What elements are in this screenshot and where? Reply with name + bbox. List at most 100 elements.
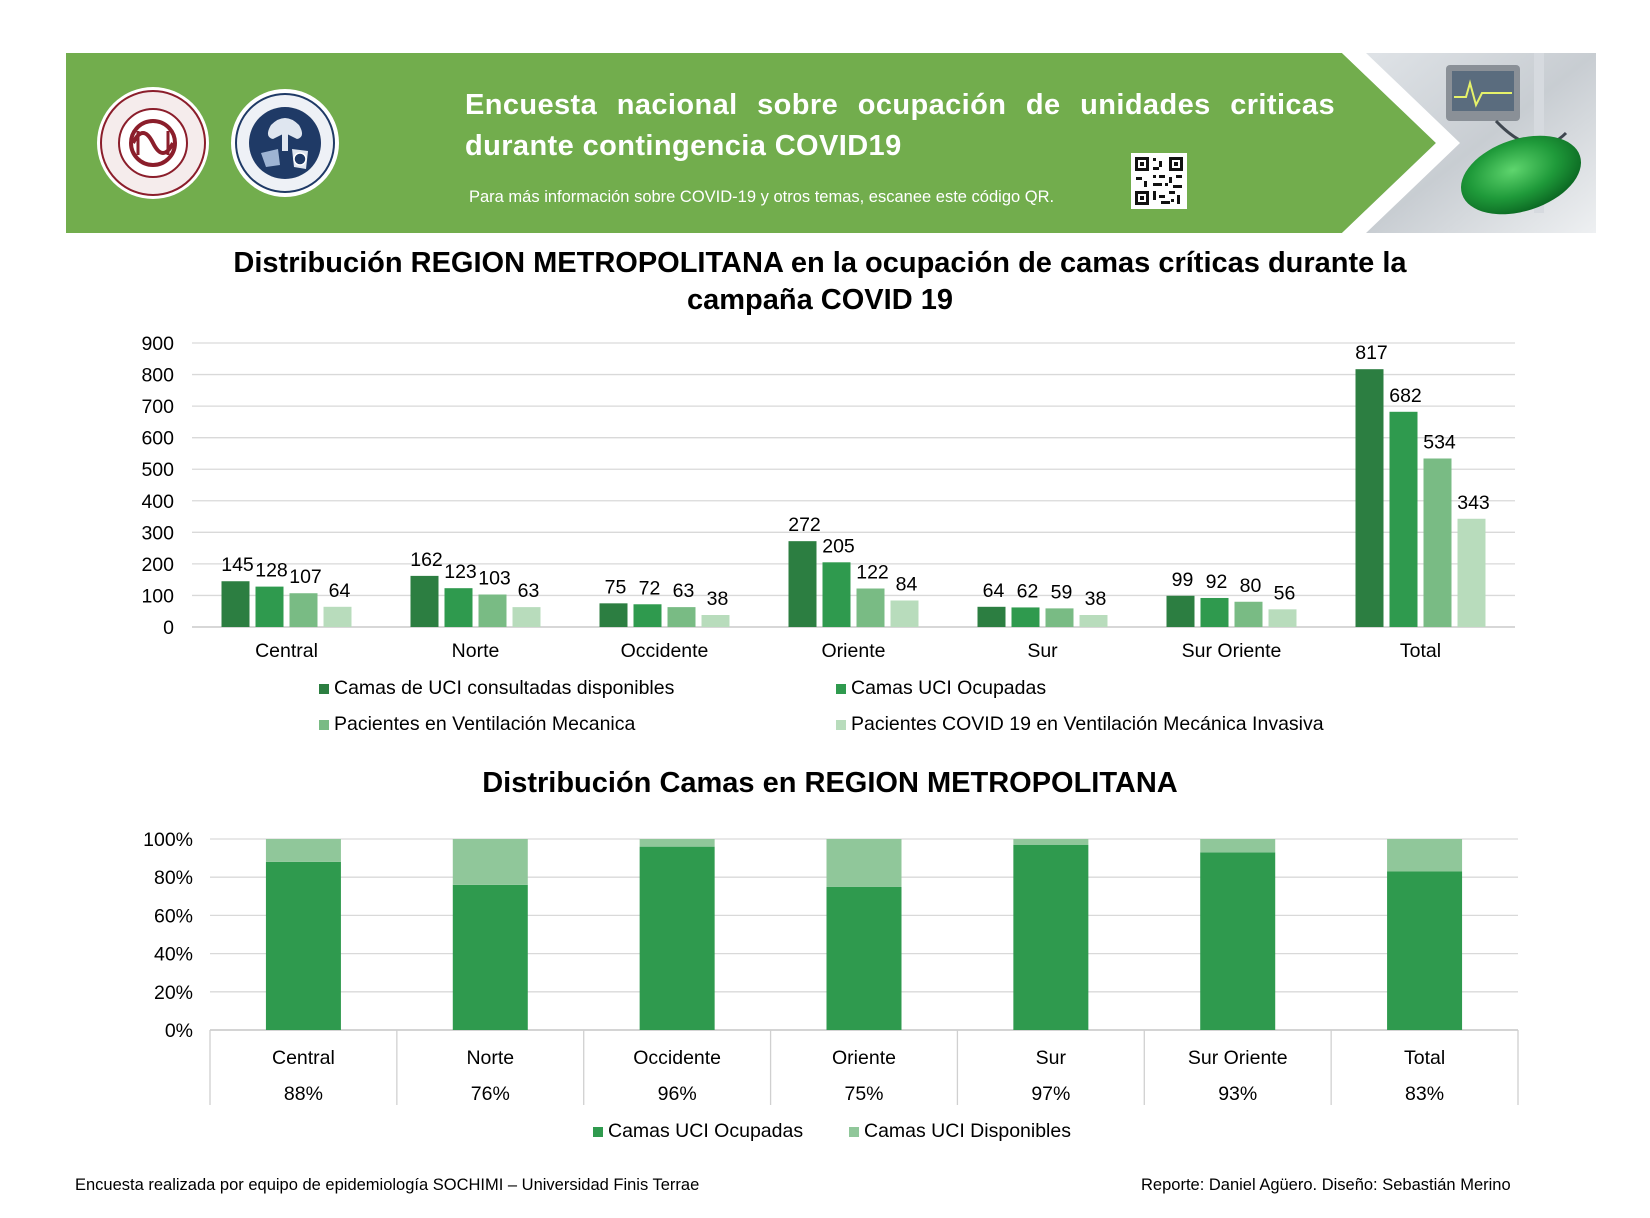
x-tick-label: Central: [255, 640, 318, 662]
legend-item-ocupadas-pct: Camas UCI Ocupadas: [593, 1120, 803, 1143]
stacked-bar-segment: [452, 884, 528, 1030]
bar: [410, 575, 439, 627]
legend-item-ventilacion: Pacientes en Ventilación Mecanica: [319, 713, 635, 736]
y-tick-label: 400: [141, 491, 174, 513]
y-tick-label: 800: [141, 365, 174, 387]
table-category-label: Norte: [466, 1047, 514, 1069]
legend-swatch: [593, 1126, 603, 1137]
table-value: 76%: [471, 1083, 510, 1105]
y-tick-label: 700: [141, 396, 174, 418]
qr-code[interactable]: [1131, 153, 1187, 209]
legend-swatch: [849, 1126, 859, 1137]
table-category-label: Oriente: [832, 1047, 896, 1069]
stacked-bar-segment: [1387, 871, 1463, 1030]
table-category-label: Total: [1404, 1047, 1445, 1069]
bar: [255, 586, 284, 627]
table-value: 83%: [1405, 1083, 1444, 1105]
stacked-bar-segment: [639, 846, 715, 1030]
bar: [221, 581, 250, 627]
table-value: 96%: [658, 1083, 697, 1105]
legend-item-vmi: Pacientes COVID 19 en Ventilación Mecáni…: [836, 713, 1324, 736]
legend-label: Camas de UCI consultadas disponibles: [334, 677, 675, 699]
data-label: 122: [856, 562, 889, 584]
stacked-bar-segment: [265, 839, 341, 862]
x-tick-label: Sur Oriente: [1182, 640, 1282, 662]
bar: [788, 541, 817, 627]
stacked-bar-segment: [1200, 839, 1276, 853]
y-tick-label: 0: [163, 617, 174, 639]
banner-background: [66, 53, 1596, 233]
bar: [599, 603, 628, 627]
bar: [667, 607, 696, 627]
bar: [1045, 608, 1074, 627]
data-label: 80: [1240, 575, 1262, 597]
ventilation-bag-image: [1460, 135, 1582, 215]
data-label: 56: [1274, 582, 1296, 604]
bar: [1166, 595, 1195, 627]
data-label: 103: [478, 567, 511, 589]
data-label: 72: [639, 577, 661, 599]
bar: [856, 588, 885, 627]
banner-subtitle: Para más información sobre COVID-19 y ot…: [469, 188, 1055, 206]
stacked-bar-segment: [1013, 844, 1089, 1030]
stacked-bar-segment: [1013, 839, 1089, 845]
data-label: 64: [329, 580, 351, 602]
legend-label: Pacientes en Ventilación Mecanica: [334, 713, 636, 735]
y-tick-label: 300: [141, 522, 174, 544]
data-label: 38: [1085, 588, 1107, 610]
legend-label: Camas UCI Ocupadas: [851, 677, 1047, 699]
data-label: 817: [1355, 342, 1388, 364]
data-label: 162: [410, 549, 443, 571]
x-tick-label: Total: [1400, 640, 1441, 662]
x-tick-label: Norte: [452, 640, 500, 662]
data-label: 128: [255, 560, 288, 582]
data-label: 272: [788, 514, 821, 536]
table-value: 93%: [1218, 1083, 1257, 1105]
bar: [444, 588, 473, 627]
bar: [1234, 601, 1263, 627]
y-tick-label: 100: [141, 585, 174, 607]
table-category-label: Sur Oriente: [1188, 1047, 1288, 1069]
bar: [1268, 609, 1297, 627]
bar: [323, 606, 352, 627]
x-tick-label: Oriente: [822, 640, 886, 662]
table-category-label: Central: [272, 1047, 335, 1069]
legend-swatch: [836, 683, 846, 694]
bar: [1200, 597, 1229, 627]
legend-label: Camas UCI Ocupadas: [608, 1120, 804, 1142]
legend-swatch: [319, 719, 329, 730]
bar: [1423, 458, 1452, 627]
legend-label: Pacientes COVID 19 en Ventilación Mecáni…: [851, 713, 1324, 735]
data-label: 534: [1423, 431, 1456, 453]
legend-item-disponibles-pct: Camas UCI Disponibles: [849, 1120, 1071, 1143]
y-tick-label: 40%: [154, 944, 193, 966]
bar: [512, 607, 541, 627]
y-tick-label: 600: [141, 428, 174, 450]
chart2-title: Distribución Camas en REGION METROPOLITA…: [482, 767, 1178, 799]
stacked-bar-segment: [1200, 852, 1276, 1030]
footer-credit-left: Encuesta realizada por equipo de epidemi…: [75, 1176, 700, 1194]
legend-swatch: [319, 683, 329, 694]
data-label: 84: [896, 573, 918, 595]
bar: [1457, 518, 1486, 627]
stacked-bar-segment: [1387, 839, 1463, 872]
bar: [890, 600, 919, 627]
bar: [1079, 615, 1108, 627]
header-banner: Encuesta nacional sobre ocupación de uni…: [66, 53, 1596, 233]
table-value: 97%: [1031, 1083, 1070, 1105]
table-value: 88%: [284, 1083, 323, 1105]
data-label: 343: [1457, 492, 1490, 514]
data-label: 205: [822, 535, 855, 557]
legend-item-ocupadas: Camas UCI Ocupadas: [836, 677, 1046, 700]
data-label: 92: [1206, 571, 1228, 593]
stacked-bar-segment: [265, 861, 341, 1030]
data-label: 107: [289, 566, 322, 588]
data-label: 145: [221, 554, 254, 576]
footer-credit-right: Reporte: Daniel Agüero. Diseño: Sebastiá…: [1141, 1176, 1511, 1194]
data-label: 59: [1051, 581, 1073, 603]
y-tick-label: 0%: [165, 1020, 193, 1042]
banner-title: Encuesta nacional sobre ocupación de uni…: [465, 89, 1335, 162]
stacked-bar-segment: [826, 839, 902, 887]
bar: [1011, 607, 1040, 627]
